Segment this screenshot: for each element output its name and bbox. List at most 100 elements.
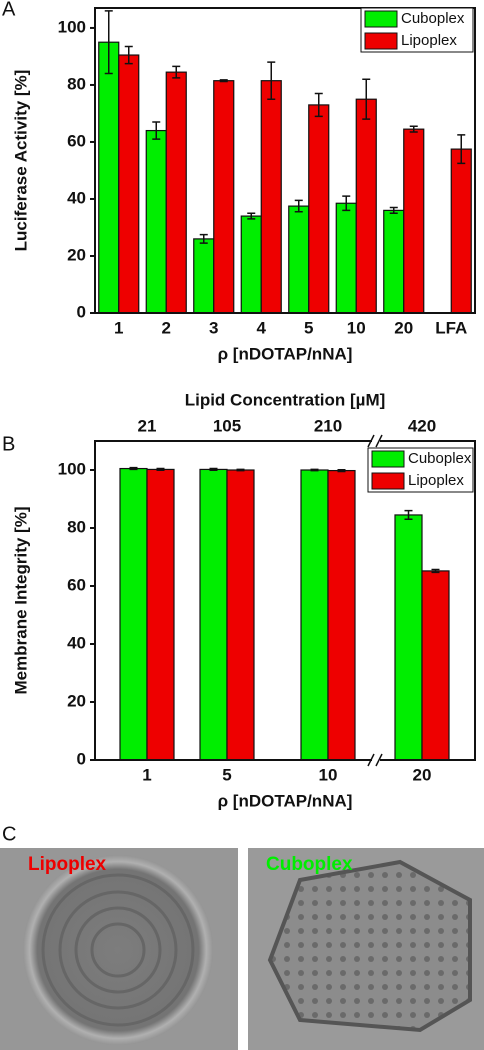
error-bar <box>104 10 113 75</box>
error-bar <box>156 467 165 472</box>
y-tick-label: 0 <box>77 302 86 321</box>
legend-swatch <box>364 10 398 28</box>
micrograph-label: Cuboplex <box>266 854 353 875</box>
error-bar <box>247 212 256 220</box>
y-tick-label: 40 <box>67 633 86 652</box>
x-tick-label: 1 <box>142 765 151 784</box>
x-tick-label: 20 <box>413 765 432 784</box>
axis-break <box>367 434 383 448</box>
error-bar <box>129 466 138 471</box>
top-axis-label: Lipid Concentration [µM] <box>185 390 386 409</box>
x-axis-label: ρ [nDOTAP/nNA] <box>218 791 353 810</box>
x-tick-label: 1 <box>114 318 123 337</box>
bar <box>145 129 167 314</box>
y-tick-label: 60 <box>67 131 86 150</box>
x-tick-label: LFA <box>435 318 467 337</box>
y-tick-label: 100 <box>58 17 86 36</box>
legend-label: Lipoplex <box>401 32 457 49</box>
error-bar <box>457 134 466 165</box>
error-bar <box>267 61 276 100</box>
error-bar <box>342 195 351 212</box>
x-tick-label: 5 <box>222 765 231 784</box>
error-bar <box>236 468 245 472</box>
bar <box>98 41 120 314</box>
bar <box>193 238 215 314</box>
error-bar <box>219 79 228 83</box>
error-bar <box>294 199 303 213</box>
error-bar <box>337 468 346 473</box>
error-bar <box>404 509 413 521</box>
y-axis-label: Membrane Integrity [%] <box>11 507 30 695</box>
legend-swatch <box>371 472 405 490</box>
legend-label: Cuboplex <box>408 450 472 467</box>
y-tick-label: 20 <box>67 691 86 710</box>
x-tick-label: 10 <box>319 765 338 784</box>
bar <box>327 469 356 761</box>
plot-frame <box>94 7 476 314</box>
legend-swatch <box>364 32 398 50</box>
micrograph-right <box>248 848 484 1050</box>
plot-frame <box>94 440 476 761</box>
top-tick-label: 210 <box>314 416 342 435</box>
bar <box>199 468 228 761</box>
y-tick-label: 60 <box>67 575 86 594</box>
error-bar <box>310 468 319 472</box>
error-bar <box>431 568 440 574</box>
bar <box>308 104 330 314</box>
panel-label: C <box>2 823 16 845</box>
error-bar <box>409 125 418 133</box>
legend-label: Lipoplex <box>408 472 464 489</box>
bar <box>288 205 310 314</box>
error-bar <box>389 206 398 214</box>
bar <box>394 514 423 761</box>
y-tick-label: 80 <box>67 517 86 536</box>
bar <box>119 467 148 761</box>
error-bar <box>362 78 371 120</box>
x-tick-label: 10 <box>347 318 366 337</box>
error-bar <box>172 65 181 79</box>
bar <box>355 98 377 314</box>
x-tick-label: 5 <box>304 318 313 337</box>
panel-label: B <box>2 433 15 455</box>
y-tick-label: 0 <box>77 749 86 768</box>
bar <box>213 80 235 314</box>
bar <box>383 209 405 314</box>
error-bar <box>314 92 323 118</box>
axis-break-gap <box>372 438 380 444</box>
error-bar <box>124 45 133 65</box>
legend-swatch <box>371 450 405 468</box>
x-axis-label: ρ [nDOTAP/nNA] <box>218 344 353 363</box>
error-bar <box>209 467 218 472</box>
bar <box>165 71 187 314</box>
y-axis-label: Luciferase Activity [%] <box>11 70 30 252</box>
axis-break-gap <box>372 757 380 763</box>
bar <box>260 80 282 314</box>
y-tick-label: 40 <box>67 188 86 207</box>
error-bar <box>199 233 208 244</box>
y-tick-label: 100 <box>58 459 86 478</box>
top-tick-label: 21 <box>138 416 157 435</box>
error-bar <box>152 121 161 140</box>
bar <box>146 468 175 761</box>
panel-label: A <box>2 0 16 20</box>
x-tick-label: 2 <box>162 318 171 337</box>
top-tick-label: 420 <box>408 416 436 435</box>
bar <box>118 54 140 314</box>
bar <box>335 202 357 314</box>
bar <box>450 148 472 314</box>
top-tick-label: 105 <box>213 416 241 435</box>
bar <box>240 215 262 314</box>
bar <box>300 469 329 761</box>
x-tick-label: 4 <box>257 318 267 337</box>
y-tick-label: 80 <box>67 74 86 93</box>
y-tick-label: 20 <box>67 245 86 264</box>
bar <box>403 128 425 314</box>
x-tick-label: 20 <box>394 318 413 337</box>
axis-break <box>367 753 383 767</box>
x-tick-label: 3 <box>209 318 218 337</box>
legend-label: Cuboplex <box>401 10 465 27</box>
bar <box>421 570 450 761</box>
micrograph-label: Lipoplex <box>28 854 107 875</box>
bar <box>226 469 255 761</box>
